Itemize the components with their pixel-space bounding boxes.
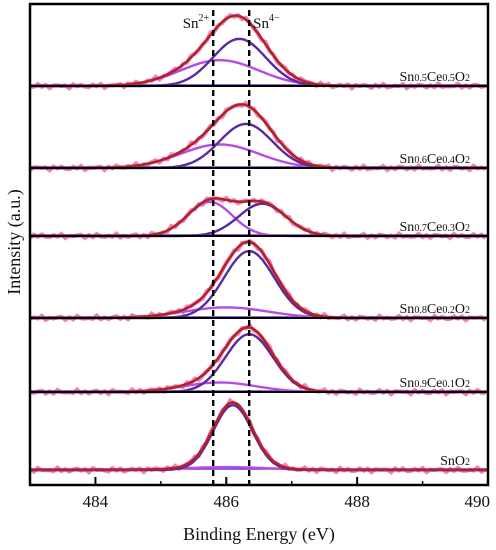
panel-label: SnO2 (440, 454, 470, 469)
panel-separators (30, 85, 488, 393)
label-element: O (455, 376, 465, 391)
panel-label: Sn0.6Ce0.4O2 (400, 152, 470, 167)
reference-element: Sn (183, 16, 199, 32)
reference-line-label: Sn4− (253, 13, 280, 32)
x-tick-label: 486 (214, 492, 240, 511)
label-subscript: 0.7 (414, 223, 427, 234)
label-element: O (455, 302, 465, 317)
label-element: O (455, 220, 465, 235)
label-element: Ce (427, 376, 443, 391)
label-subscript: 2 (465, 155, 470, 166)
label-element: Ce (427, 220, 443, 235)
label-subscript: 2 (465, 305, 470, 316)
panel-label: Sn0.7Ce0.3O2 (400, 220, 470, 235)
label-element: O (455, 152, 465, 167)
fit-envelope-line (30, 401, 488, 472)
x-tick-label: 488 (344, 492, 370, 511)
panel-label: Sn0.9Ce0.1O2 (400, 376, 470, 391)
label-subscript: 2 (465, 379, 470, 390)
label-subscript: 0.3 (442, 223, 455, 234)
label-subscript: 0.1 (442, 379, 455, 390)
panel-labels: Sn0.5Ce0.5O2Sn0.6Ce0.4O2Sn0.7Ce0.3O2Sn0.… (400, 70, 470, 469)
reference-charge: 4− (269, 13, 280, 24)
reference-element: Sn (253, 16, 269, 32)
label-subscript: 0.4 (442, 155, 455, 166)
label-element: Sn (400, 152, 415, 167)
label-subscript: 2 (465, 223, 470, 234)
y-axis-title: Intensity (a.u.) (4, 189, 25, 294)
label-element: Sn (400, 220, 415, 235)
panel-label: Sn0.5Ce0.5O2 (400, 70, 470, 85)
label-subscript: 2 (465, 457, 470, 468)
x-tick-label: 490 (465, 492, 491, 511)
label-element: Ce (427, 302, 443, 317)
label-element: Ce (427, 70, 443, 85)
label-element: O (455, 70, 465, 85)
panel-label: Sn0.8Ce0.2O2 (400, 302, 470, 317)
reference-lines: Sn2+ Sn4− (183, 10, 280, 485)
label-subscript: 0.9 (414, 379, 427, 390)
label-subscript: 2 (465, 73, 470, 84)
label-element: Ce (427, 152, 443, 167)
x-tick-label: 484 (83, 492, 109, 511)
x-axis-ticks: 484 486 488 490 (29, 477, 491, 511)
label-subscript: 0.6 (414, 155, 427, 166)
label-subscript: 0.5 (442, 73, 455, 84)
spectrum-panel (28, 397, 488, 476)
reference-line-label: Sn2+ (183, 13, 210, 32)
label-subscript: 0.2 (442, 305, 455, 316)
x-axis-title: Binding Energy (eV) (183, 524, 335, 545)
plot-frame (28, 2, 490, 487)
label-element: Sn (400, 302, 415, 317)
label-element: SnO (440, 454, 465, 469)
label-subscript: 0.5 (414, 73, 427, 84)
label-element: Sn (400, 70, 415, 85)
label-element: Sn (400, 376, 415, 391)
reference-charge: 2+ (199, 13, 210, 24)
label-subscript: 0.8 (414, 305, 427, 316)
